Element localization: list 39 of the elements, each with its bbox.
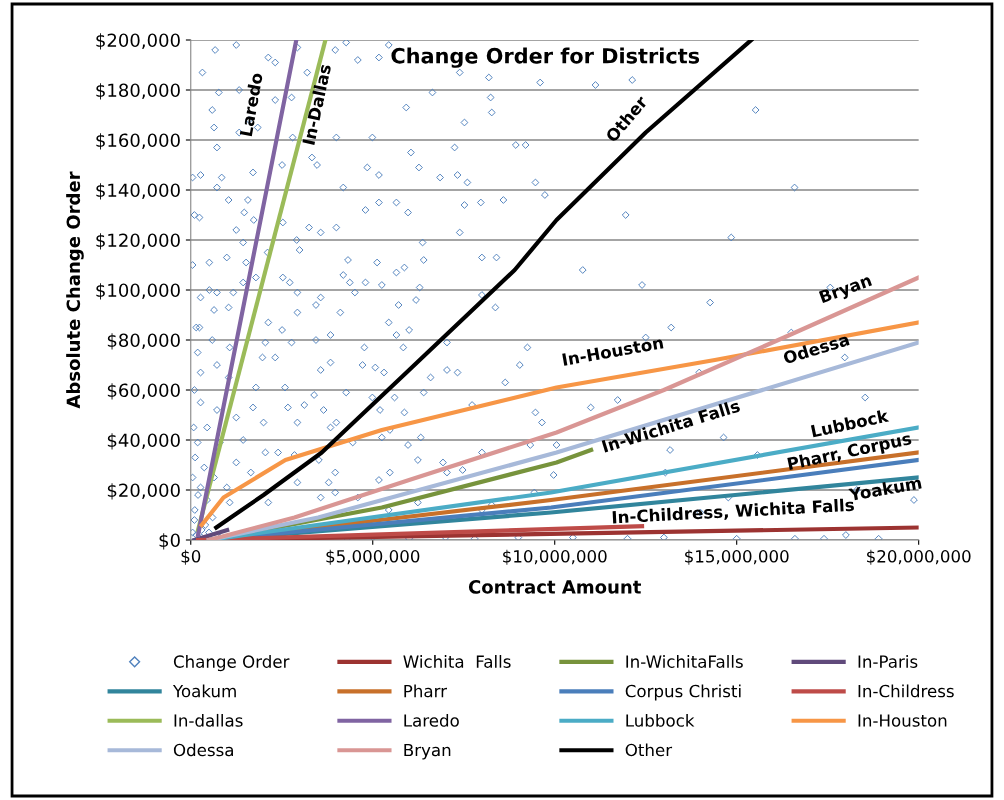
x-tick-label: $10,000,000 bbox=[503, 549, 607, 565]
legend-label: Pharr bbox=[404, 684, 448, 698]
y-tick-label: $60,000 bbox=[107, 383, 180, 400]
x-tick-label: $20,000,000 bbox=[867, 549, 971, 565]
annotation: Bryan bbox=[818, 273, 874, 307]
legend-label: Corpus Christi bbox=[625, 684, 741, 701]
legend-label: In-Childress bbox=[858, 684, 954, 698]
annotation: Laredo bbox=[239, 72, 263, 137]
annotation: Odessa bbox=[782, 332, 850, 365]
y-tick-label: $80,000 bbox=[107, 333, 180, 350]
y-tick-label: $120,000 bbox=[96, 233, 180, 250]
y-tick-label: $0 bbox=[159, 533, 180, 550]
legend-label: In-dallas bbox=[174, 713, 243, 727]
legend-label: In-Houston bbox=[858, 714, 947, 727]
legend-label: Lubbock bbox=[626, 713, 695, 727]
y-axis-title: Absolute Change Order bbox=[66, 171, 84, 409]
chart-title: Change Order for Districts bbox=[391, 47, 700, 68]
x-axis-title: Contract Amount bbox=[468, 580, 641, 594]
legend-label: Yoakum bbox=[172, 684, 236, 698]
x-tick-label: $15,000,000 bbox=[685, 549, 789, 565]
legend-label: Other bbox=[625, 743, 673, 757]
y-tick-label: $40,000 bbox=[107, 433, 180, 450]
legend-label: Laredo bbox=[404, 713, 459, 727]
y-tick-label: $160,000 bbox=[96, 133, 180, 150]
legend-label: In-WichitaFalls bbox=[626, 655, 743, 668]
x-tick-label: $0 bbox=[181, 549, 201, 565]
y-tick-label: $20,000 bbox=[107, 483, 180, 500]
legend-label: Odessa bbox=[173, 743, 233, 757]
x-tick-label: $5,000,000 bbox=[326, 549, 420, 565]
y-tick-label: $100,000 bbox=[96, 283, 180, 300]
y-tick-label: $140,000 bbox=[96, 183, 180, 200]
legend-label: In-Paris bbox=[858, 655, 918, 668]
legend-label: Change Order bbox=[173, 655, 290, 672]
legend-label: Bryan bbox=[404, 743, 451, 760]
y-tick-label: $200,000 bbox=[96, 33, 180, 50]
annotation: In-Houston bbox=[562, 336, 664, 366]
y-tick-label: $180,000 bbox=[96, 83, 180, 100]
legend-label: Wichita Falls bbox=[403, 655, 511, 668]
annotation: Lubbock bbox=[810, 408, 890, 438]
